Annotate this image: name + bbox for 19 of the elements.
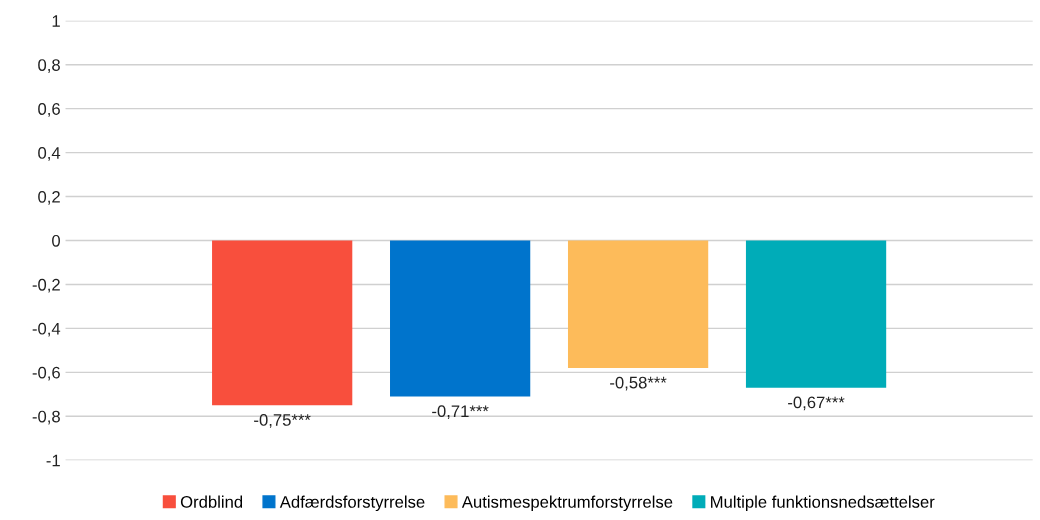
y-tick-label: -1	[46, 454, 60, 467]
y-tick-label: 1	[52, 15, 60, 27]
legend-label: Ordblind	[180, 495, 243, 508]
legend-label: Multiple funktionsnedsættelser	[711, 495, 935, 512]
y-tick-label: 0	[52, 234, 61, 247]
y-tick-label: -0,2	[32, 278, 60, 293]
y-tick-label: -0,6	[32, 366, 60, 381]
y-tick-label: -0,8	[32, 410, 60, 425]
y-tick-label: 0,4	[38, 147, 61, 161]
data-label: -0,67***	[788, 396, 845, 411]
legend-label: Adfærdsforstyrrelse	[279, 495, 425, 512]
data-label: -0,75***	[254, 414, 311, 428]
data-label: -0,58***	[610, 376, 667, 391]
data-label: -0,71***	[432, 405, 489, 420]
legend-label: Autismespektrumforstyrrelse	[461, 495, 673, 512]
y-tick-label: 0,8	[38, 59, 60, 73]
y-tick-label: 0,6	[38, 103, 60, 117]
y-tick-label: -0,4	[32, 322, 61, 337]
y-tick-label: 0,2	[38, 190, 60, 205]
